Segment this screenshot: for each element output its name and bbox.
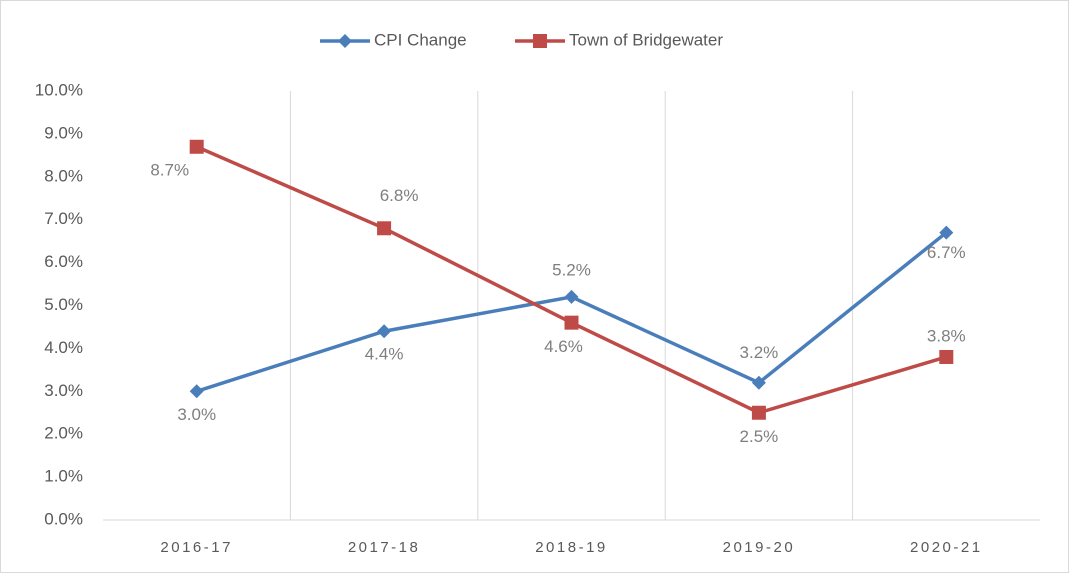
y-tick-label: 8.0% bbox=[44, 166, 83, 185]
legend-label: Town of Bridgewater bbox=[569, 30, 723, 49]
data-point bbox=[751, 405, 766, 420]
y-tick-label: 1.0% bbox=[44, 467, 83, 486]
data-point bbox=[189, 139, 204, 154]
y-tick-label: 0.0% bbox=[44, 509, 83, 528]
x-tick-label: 2016-17 bbox=[160, 539, 233, 556]
x-tick-label: 2017-18 bbox=[348, 539, 421, 556]
data-label: 3.8% bbox=[927, 326, 966, 345]
y-tick-label: 4.0% bbox=[44, 338, 83, 357]
y-tick-label: 5.0% bbox=[44, 295, 83, 314]
data-label: 3.0% bbox=[177, 405, 216, 424]
data-point bbox=[751, 375, 766, 390]
data-point bbox=[564, 289, 579, 304]
y-tick-label: 2.0% bbox=[44, 424, 83, 443]
legend-marker bbox=[338, 34, 352, 48]
x-tick-label: 2019-20 bbox=[723, 539, 796, 556]
x-tick-label: 2018-19 bbox=[535, 539, 608, 556]
data-label: 4.4% bbox=[365, 345, 404, 364]
legend-marker bbox=[533, 34, 547, 48]
y-tick-label: 10.0% bbox=[35, 80, 83, 99]
data-label: 3.2% bbox=[740, 343, 779, 362]
data-label: 5.2% bbox=[552, 260, 591, 279]
data-label: 2.5% bbox=[740, 427, 779, 446]
data-point bbox=[189, 384, 204, 399]
y-tick-label: 6.0% bbox=[44, 252, 83, 271]
data-label: 6.7% bbox=[927, 243, 966, 262]
y-tick-label: 3.0% bbox=[44, 381, 83, 400]
data-label: 4.6% bbox=[544, 337, 583, 356]
data-label: 8.7% bbox=[150, 160, 189, 179]
data-point bbox=[564, 315, 579, 330]
data-point bbox=[377, 324, 392, 339]
data-label: 6.8% bbox=[380, 186, 419, 205]
data-point bbox=[939, 225, 954, 240]
y-tick-label: 7.0% bbox=[44, 209, 83, 228]
x-tick-label: 2020-21 bbox=[910, 539, 983, 556]
data-point bbox=[377, 221, 392, 236]
legend-label: CPI Change bbox=[374, 30, 467, 49]
y-tick-label: 9.0% bbox=[44, 123, 83, 142]
data-point bbox=[939, 349, 954, 364]
